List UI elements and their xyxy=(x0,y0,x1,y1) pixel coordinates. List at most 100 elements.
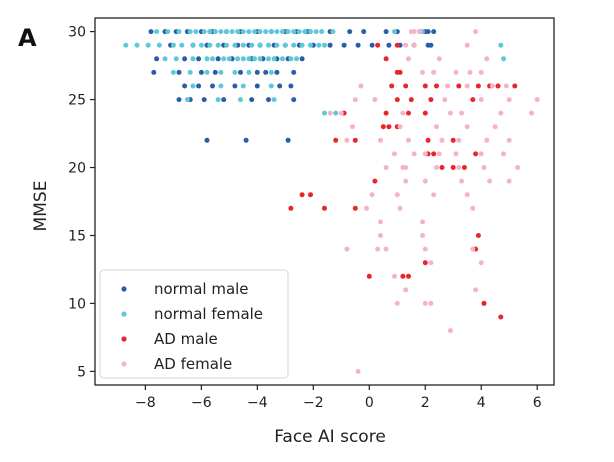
point-normal-female xyxy=(316,42,322,48)
point-ad-female xyxy=(442,97,448,103)
point-normal-male xyxy=(425,29,431,35)
x-tick-label: 4 xyxy=(477,395,486,411)
point-ad-male xyxy=(403,83,409,89)
point-normal-female xyxy=(246,56,252,62)
point-normal-female xyxy=(165,29,171,35)
series-ad-male xyxy=(288,42,518,320)
point-ad-female xyxy=(355,368,361,374)
point-normal-female xyxy=(240,29,246,35)
point-ad-female xyxy=(431,192,437,198)
point-ad-female xyxy=(473,29,479,35)
point-ad-female xyxy=(344,246,350,252)
point-ad-female xyxy=(422,178,428,184)
point-ad-male xyxy=(397,69,403,75)
point-normal-female xyxy=(156,42,162,48)
point-ad-male xyxy=(389,83,395,89)
point-ad-female xyxy=(397,205,403,211)
point-ad-male xyxy=(406,110,411,116)
point-normal-male xyxy=(361,29,367,35)
point-ad-male xyxy=(428,97,434,103)
point-ad-male xyxy=(352,137,358,143)
point-normal-female xyxy=(204,56,210,62)
point-ad-female xyxy=(459,178,465,184)
point-ad-male xyxy=(322,205,327,211)
point-normal-female xyxy=(210,56,215,62)
x-axis-label: Face AI score xyxy=(274,427,386,447)
point-normal-male xyxy=(196,56,202,62)
point-normal-female xyxy=(190,83,196,89)
point-normal-male xyxy=(210,83,215,89)
point-normal-female xyxy=(201,29,207,35)
point-normal-female xyxy=(333,110,339,116)
point-ad-female xyxy=(403,42,409,48)
point-ad-female xyxy=(378,137,383,143)
point-normal-male xyxy=(263,69,269,75)
point-normal-female xyxy=(280,56,285,62)
x-tick-label: 2 xyxy=(421,395,430,411)
point-normal-female xyxy=(240,56,246,62)
point-ad-female xyxy=(478,97,484,103)
point-ad-male xyxy=(352,205,358,211)
point-ad-male xyxy=(422,83,428,89)
point-ad-male xyxy=(422,260,428,266)
point-normal-female xyxy=(501,56,507,62)
y-axis-label: MMSE xyxy=(31,181,51,232)
x-tick-label: −4 xyxy=(247,395,268,411)
point-normal-female xyxy=(263,29,269,35)
data-points xyxy=(123,29,540,374)
point-ad-male xyxy=(439,165,445,170)
point-ad-male xyxy=(406,273,411,279)
point-ad-female xyxy=(369,192,375,198)
legend-label-normal-female: normal female xyxy=(154,305,263,323)
point-normal-male xyxy=(383,29,389,35)
point-ad-female xyxy=(456,137,462,143)
point-normal-female xyxy=(226,56,232,62)
legend-label-normal-male: normal male xyxy=(154,280,249,298)
point-normal-female xyxy=(282,42,288,48)
point-ad-female xyxy=(417,29,423,35)
point-ad-male xyxy=(386,124,392,130)
point-normal-female xyxy=(207,29,213,35)
point-normal-male xyxy=(176,97,182,103)
point-ad-female xyxy=(350,124,355,130)
point-ad-male xyxy=(288,205,294,211)
point-normal-female xyxy=(179,42,185,48)
point-ad-male xyxy=(366,273,372,279)
point-ad-female xyxy=(403,287,409,293)
point-ad-female xyxy=(529,110,535,116)
point-ad-female xyxy=(506,137,512,143)
point-ad-female xyxy=(447,328,453,334)
point-ad-female xyxy=(498,110,504,116)
series-ad-female xyxy=(327,29,540,374)
point-ad-female xyxy=(420,233,425,238)
legend-label-ad-female: AD female xyxy=(154,355,232,373)
point-ad-female xyxy=(338,110,344,116)
point-normal-male xyxy=(212,69,218,75)
legend-box xyxy=(99,269,289,379)
point-normal-female xyxy=(170,42,176,48)
point-ad-female xyxy=(506,178,512,184)
point-normal-female xyxy=(271,97,277,103)
point-ad-female xyxy=(392,273,397,279)
point-ad-female xyxy=(383,165,389,170)
point-ad-male xyxy=(498,314,504,320)
point-normal-female xyxy=(246,69,252,75)
x-tick-label: −8 xyxy=(135,395,156,411)
point-ad-female xyxy=(420,219,425,225)
point-ad-female xyxy=(515,165,521,170)
point-normal-female xyxy=(288,56,294,62)
point-normal-male xyxy=(243,137,249,143)
point-normal-male xyxy=(182,83,188,89)
point-normal-female xyxy=(252,56,257,62)
point-normal-male xyxy=(431,29,437,35)
point-normal-female xyxy=(302,29,308,35)
point-ad-male xyxy=(308,192,313,198)
point-normal-female xyxy=(190,56,196,62)
point-ad-female xyxy=(492,124,498,130)
point-normal-female xyxy=(280,29,285,35)
point-ad-male xyxy=(450,165,456,170)
point-ad-male xyxy=(495,83,501,89)
y-axis-ticks: 5 10 15 20 25 30 xyxy=(68,25,95,380)
point-normal-female xyxy=(204,69,210,75)
point-normal-female xyxy=(274,29,280,35)
